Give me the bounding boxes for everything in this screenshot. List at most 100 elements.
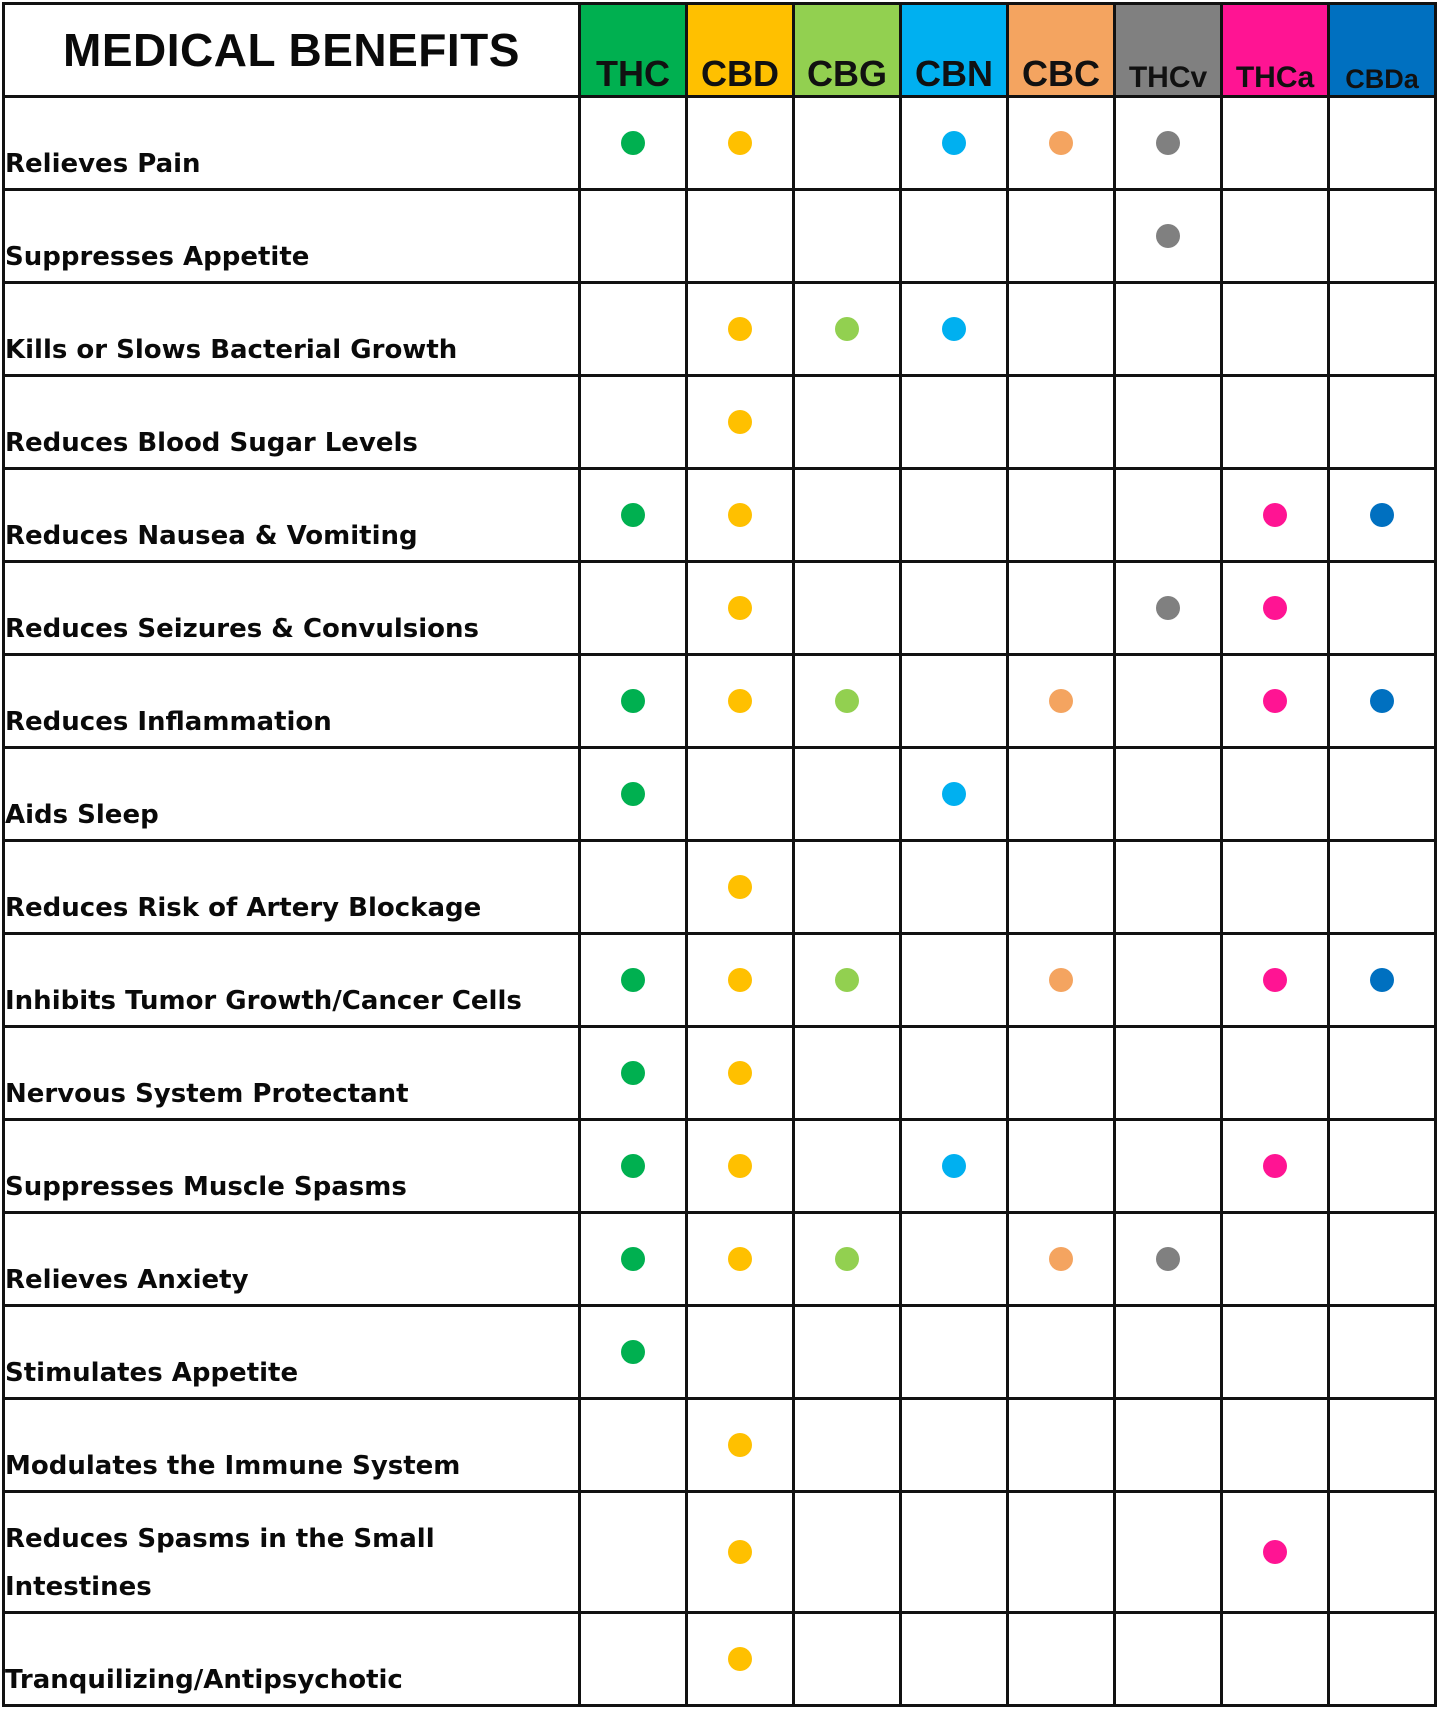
compound-header-cbda: CBDa (1327, 2, 1437, 98)
cell-thc (578, 1611, 688, 1707)
cell-thc (578, 746, 688, 842)
cell-cbd (685, 1118, 795, 1214)
cell-cbg (792, 1490, 902, 1614)
cell-thcv (1113, 1397, 1223, 1493)
cell-thca (1220, 932, 1330, 1028)
compound-header-thc: THC (578, 2, 688, 98)
cell-thcv (1113, 653, 1223, 749)
cell-cbg (792, 1397, 902, 1493)
cell-cbn (899, 1025, 1009, 1121)
benefit-dot-cbn (942, 317, 966, 341)
cell-thc (578, 467, 688, 563)
table-row: Modulates the Immune System (2, 1397, 1437, 1493)
cell-cbda (1327, 932, 1437, 1028)
cell-thca (1220, 1211, 1330, 1307)
cell-cbg (792, 1025, 902, 1121)
benefit-dot-thc (621, 968, 645, 992)
benefit-dot-cbd (728, 1061, 752, 1085)
compound-header-cbd: CBD (685, 2, 795, 98)
benefit-dot-cbg (835, 1247, 859, 1271)
cell-thcv (1113, 932, 1223, 1028)
benefit-dot-thcv (1156, 131, 1180, 155)
cell-cbn (899, 653, 1009, 749)
table-row: Nervous System Protectant (2, 1025, 1437, 1121)
benefit-dot-thcv (1156, 1247, 1180, 1271)
benefit-dot-cbc (1049, 131, 1073, 155)
cell-cbg (792, 746, 902, 842)
cell-thc (578, 95, 688, 191)
cell-cbda (1327, 560, 1437, 656)
table-row: Reduces Seizures & Convulsions (2, 560, 1437, 656)
cell-cbc (1006, 1025, 1116, 1121)
cell-thc (578, 374, 688, 470)
table-row: Inhibits Tumor Growth/Cancer Cells (2, 932, 1437, 1028)
benefits-body: Relieves Pain Suppresses Appetite Kills or… (2, 95, 1437, 1707)
cell-thc (578, 1397, 688, 1493)
cell-cbda (1327, 95, 1437, 191)
cell-thcv (1113, 1025, 1223, 1121)
benefit-dot-thc (621, 131, 645, 155)
cell-cbg (792, 188, 902, 284)
cell-cbd (685, 374, 795, 470)
cell-thcv (1113, 1211, 1223, 1307)
cell-cbg (792, 467, 902, 563)
cell-thc (578, 1304, 688, 1400)
benefit-dot-cbc (1049, 689, 1073, 713)
cell-thca (1220, 1025, 1330, 1121)
benefit-dot-cbc (1049, 1247, 1073, 1271)
compound-header-thcv: THCv (1113, 2, 1223, 98)
cell-cbg (792, 560, 902, 656)
cell-thca (1220, 1304, 1330, 1400)
table-row: Aids Sleep (2, 746, 1437, 842)
cell-cbn (899, 932, 1009, 1028)
cell-cbn (899, 1304, 1009, 1400)
benefit-dot-cbd (728, 317, 752, 341)
cell-cbc (1006, 932, 1116, 1028)
benefit-dot-cbd (728, 1154, 752, 1178)
cell-thcv (1113, 1118, 1223, 1214)
benefit-dot-cbd (728, 1433, 752, 1457)
compound-header-cbn: CBN (899, 2, 1009, 98)
cell-thcv (1113, 467, 1223, 563)
cell-cbn (899, 281, 1009, 377)
benefit-label: Reduces Nausea & Vomiting (2, 467, 581, 563)
benefit-label: Kills or Slows Bacterial Growth (2, 281, 581, 377)
benefit-label: Suppresses Appetite (2, 188, 581, 284)
cell-cbda (1327, 1211, 1437, 1307)
benefit-dot-thc (621, 1247, 645, 1271)
benefit-dot-thc (621, 782, 645, 806)
cell-cbn (899, 467, 1009, 563)
cell-cbn (899, 746, 1009, 842)
cell-thca (1220, 467, 1330, 563)
cell-thca (1220, 188, 1330, 284)
benefit-dot-cbg (835, 968, 859, 992)
benefit-label: Nervous System Protectant (2, 1025, 581, 1121)
table-row: Relieves Pain (2, 95, 1437, 191)
cell-cbd (685, 560, 795, 656)
benefit-dot-thca (1263, 503, 1287, 527)
table-row: Kills or Slows Bacterial Growth (2, 281, 1437, 377)
cell-cbn (899, 1490, 1009, 1614)
cell-cbg (792, 1118, 902, 1214)
cell-cbd (685, 1397, 795, 1493)
cell-cbg (792, 1211, 902, 1307)
cell-cbd (685, 95, 795, 191)
cell-cbd (685, 1211, 795, 1307)
cell-cbn (899, 839, 1009, 935)
compound-header-thca: THCa (1220, 2, 1330, 98)
cell-thc (578, 932, 688, 1028)
cell-cbc (1006, 839, 1116, 935)
benefit-dot-cbd (728, 131, 752, 155)
cell-cbda (1327, 467, 1437, 563)
cell-cbda (1327, 746, 1437, 842)
benefit-dot-cbd (728, 1247, 752, 1271)
cell-cbn (899, 188, 1009, 284)
benefit-dot-cbd (728, 410, 752, 434)
cell-cbda (1327, 374, 1437, 470)
table-row: Reduces Blood Sugar Levels (2, 374, 1437, 470)
cell-thcv (1113, 839, 1223, 935)
cell-cbn (899, 374, 1009, 470)
cell-cbg (792, 932, 902, 1028)
cell-thcv (1113, 746, 1223, 842)
